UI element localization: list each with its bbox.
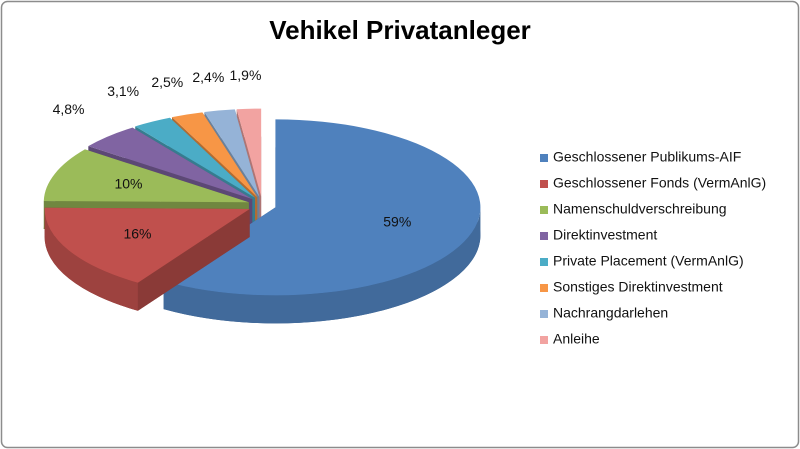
legend-swatch [540, 336, 548, 344]
legend-label: Geschlossener Publikums-AIF [553, 149, 741, 165]
data-label: 10% [114, 175, 142, 191]
legend-label: Anleihe [553, 331, 600, 347]
legend-swatch [540, 206, 548, 214]
pie: 59% 16% 10% 4,8% 3,1% 2,5% 2,4% 1,9% [43, 67, 481, 324]
legend-label: Private Placement (VermAnlG) [553, 253, 744, 269]
legend-swatch [540, 180, 548, 188]
slice [172, 112, 258, 198]
slice [43, 149, 249, 203]
slice-wall [163, 207, 481, 324]
slice [88, 127, 253, 199]
slice [204, 109, 260, 197]
legend-label: Namenschuldverschreibung [553, 201, 727, 217]
legend-label: Direktinvestment [553, 227, 657, 243]
data-label: 3,1% [107, 83, 139, 99]
legend-swatch [540, 284, 548, 292]
legend-swatch [540, 310, 548, 318]
slice [163, 119, 481, 296]
legend: Geschlossener Publikums-AIF Geschlossener… [540, 149, 766, 347]
data-label: 2,5% [151, 74, 183, 90]
slice [236, 108, 262, 197]
legend-label: Nachrangdarlehen [553, 305, 668, 321]
legend-swatch [540, 232, 548, 240]
slice [135, 117, 255, 198]
legend-label: Sonstiges Direktinvestment [553, 279, 723, 295]
slice [44, 207, 250, 283]
legend-label: Geschlossener Fonds (VermAnlG) [553, 175, 766, 191]
legend-swatch [540, 258, 548, 266]
data-label: 4,8% [53, 101, 85, 117]
chart-title: Vehikel Privatanleger [269, 15, 531, 45]
data-label: 16% [123, 225, 151, 241]
data-label: 2,4% [192, 69, 224, 85]
data-label: 59% [383, 214, 411, 230]
legend-swatch [540, 154, 548, 162]
data-label: 1,9% [230, 67, 262, 83]
slice-wall [44, 208, 138, 311]
